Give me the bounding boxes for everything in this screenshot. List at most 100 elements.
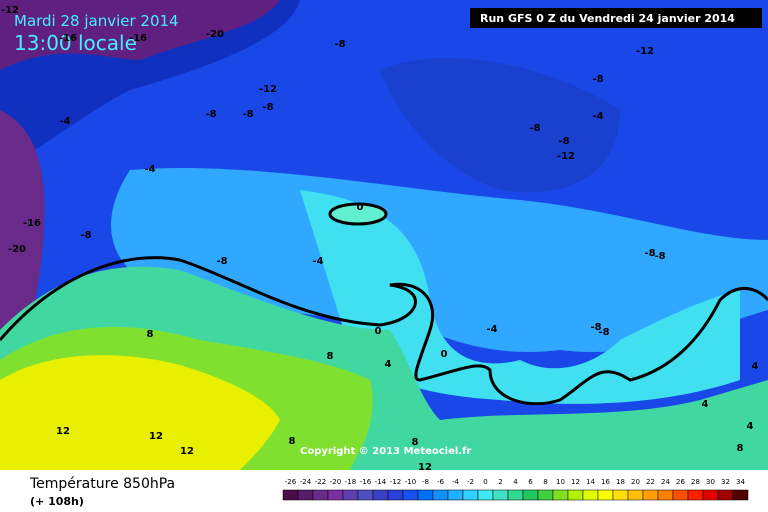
legend-tick: -12 xyxy=(390,478,401,486)
contour-label: 12 xyxy=(149,431,163,442)
legend-swatch xyxy=(597,489,614,501)
run-box xyxy=(470,8,762,28)
legend-tick: -2 xyxy=(467,478,474,486)
contour-label: -8 xyxy=(80,230,91,241)
legend-swatch xyxy=(702,489,719,501)
contour-label: -16 xyxy=(129,33,147,44)
very-cold-area xyxy=(0,110,45,330)
legend-swatch xyxy=(477,489,494,501)
legend-tick: 18 xyxy=(616,478,625,486)
contour-label: 8 xyxy=(289,436,296,447)
legend-swatch xyxy=(402,489,419,501)
legend-tick: 32 xyxy=(721,478,730,486)
contour-label: -4 xyxy=(312,256,323,267)
legend-tick: 6 xyxy=(528,478,533,486)
contour-label: 8 xyxy=(412,437,419,448)
contour-label: -20 xyxy=(206,29,224,40)
legend-swatch xyxy=(627,489,644,501)
legend-swatch xyxy=(537,489,554,501)
legend-swatch xyxy=(657,489,674,501)
contour-label: 4 xyxy=(747,421,754,432)
legend-tick: -24 xyxy=(300,478,312,486)
legend-swatch xyxy=(687,489,704,501)
footer-subtitle: (+ 108h) xyxy=(30,495,84,508)
legend-tick: 10 xyxy=(556,478,565,486)
legend-tick: 24 xyxy=(661,478,670,486)
legend-swatch xyxy=(567,489,584,501)
legend-swatch xyxy=(612,489,629,501)
legend-tick: -6 xyxy=(437,478,445,486)
legend-tick: -10 xyxy=(405,478,416,486)
contour-label: 12 xyxy=(180,446,194,457)
legend-tick: 0 xyxy=(483,478,487,486)
legend-swatch xyxy=(372,489,389,501)
legend-swatch xyxy=(357,489,374,501)
legend-tick: -4 xyxy=(452,478,460,486)
legend-swatch xyxy=(297,489,314,501)
legend-tick: 26 xyxy=(676,478,685,486)
legend-swatch xyxy=(672,489,689,501)
legend-swatch xyxy=(342,489,359,501)
warm-area xyxy=(0,355,280,470)
legend-swatch xyxy=(327,489,344,501)
legend-swatch xyxy=(432,489,449,501)
zero-contour xyxy=(328,202,388,226)
contour-label: -8 xyxy=(644,248,655,259)
legend-swatch xyxy=(717,489,734,501)
contour-label: -8 xyxy=(590,322,601,333)
contour-label: -12 xyxy=(636,46,654,57)
legend-swatch xyxy=(507,489,524,501)
contour-label: 8 xyxy=(327,351,334,362)
contour-label: 8 xyxy=(737,443,744,454)
contour-label: -8 xyxy=(558,136,569,147)
legend-tick: 22 xyxy=(646,478,655,486)
legend-tick: -16 xyxy=(360,478,372,486)
legend-tick: 8 xyxy=(543,478,547,486)
legend-tick: 28 xyxy=(691,478,700,486)
legend-swatch xyxy=(312,489,329,501)
legend-tick: -20 xyxy=(330,478,341,486)
contour-label: 4 xyxy=(752,361,759,372)
legend-tick: 34 xyxy=(736,478,745,486)
legend-swatch xyxy=(282,489,299,501)
legend-tick: 12 xyxy=(571,478,580,486)
contour-label: -8 xyxy=(529,123,540,134)
contour-label: 0 xyxy=(357,202,364,213)
legend-tick: -18 xyxy=(345,478,356,486)
contour-label: 0 xyxy=(375,326,382,337)
legend-swatch xyxy=(642,489,659,501)
contour-label: 0 xyxy=(441,349,448,360)
legend-tick: -8 xyxy=(422,478,429,486)
legend-tick: -26 xyxy=(285,478,297,486)
legend-tick: -22 xyxy=(315,478,326,486)
contour-label: -4 xyxy=(144,164,155,175)
contour-label: 12 xyxy=(418,462,432,473)
legend-swatch xyxy=(552,489,569,501)
contour-label: -8 xyxy=(592,74,603,85)
legend-tick: 20 xyxy=(631,478,640,486)
legend-tick: -14 xyxy=(375,478,387,486)
zero-contour xyxy=(0,256,768,406)
legend-tick: 4 xyxy=(513,478,518,486)
contour-label: -4 xyxy=(59,116,70,127)
contour-label: 4 xyxy=(702,399,709,410)
legend-swatch xyxy=(387,489,404,501)
contour-label: -8 xyxy=(262,102,273,113)
date-text: Mardi 28 janvier 2014 xyxy=(14,12,179,30)
legend-tick: 30 xyxy=(706,478,715,486)
contour-label: -12 xyxy=(259,84,277,95)
contour-label: 12 xyxy=(56,426,70,437)
legend-swatch xyxy=(462,489,479,501)
legend-swatch xyxy=(732,489,749,501)
contour-label: -8 xyxy=(334,39,345,50)
legend-swatch xyxy=(582,489,599,501)
contour-label: -8 xyxy=(242,109,253,120)
very-cold-area xyxy=(0,0,280,70)
contour-label: -12 xyxy=(1,5,19,16)
copyright: Copyright © 2013 Meteociel.fr xyxy=(300,446,471,457)
contour-label: -20 xyxy=(8,244,26,255)
legend-swatch xyxy=(522,489,539,501)
contour-label: -16 xyxy=(23,218,41,229)
contour-label: -16 xyxy=(59,33,77,44)
